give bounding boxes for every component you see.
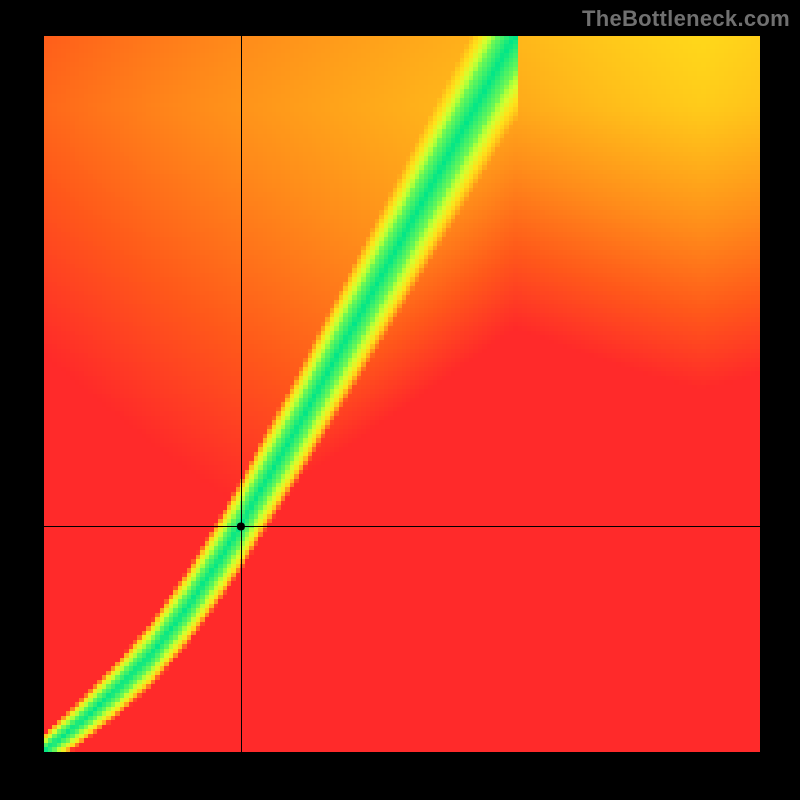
chart-container: TheBottleneck.com xyxy=(0,0,800,800)
bottleneck-heatmap xyxy=(44,36,760,752)
plot-frame xyxy=(44,36,760,752)
watermark-text: TheBottleneck.com xyxy=(582,6,790,32)
